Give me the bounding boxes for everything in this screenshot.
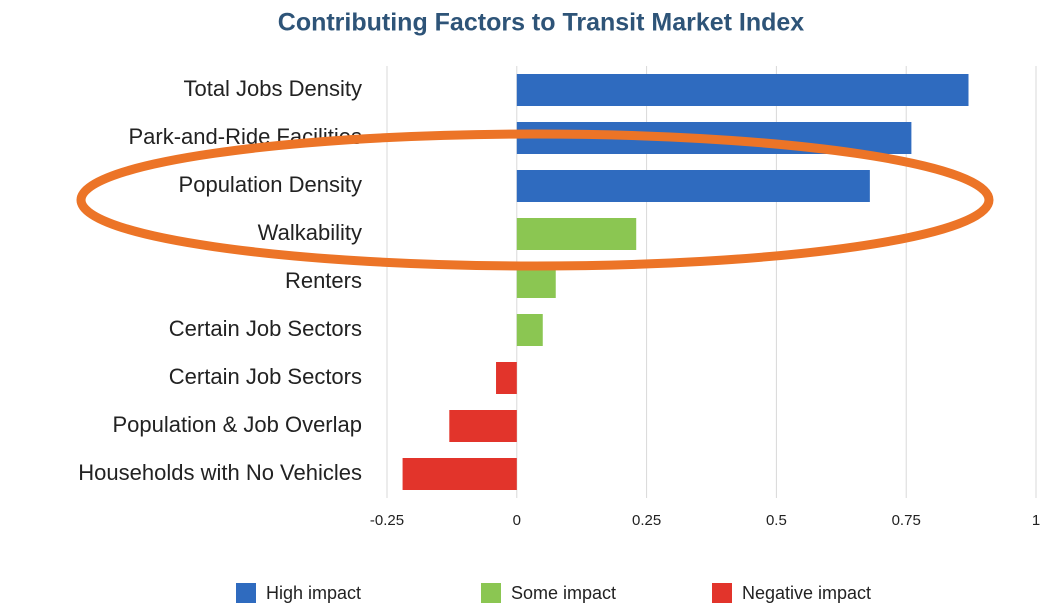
y-tick-label: Certain Job Sectors [169,316,362,341]
x-tick-label: -0.25 [370,512,404,529]
legend-swatch [481,583,501,603]
bar [516,74,969,106]
legend-label: Negative impact [742,583,871,603]
highlight-ellipse [76,129,994,271]
legend-label: High impact [266,583,361,603]
chart-title: Contributing Factors to Transit Market I… [278,9,805,37]
y-tick-label: Walkability [258,220,362,245]
y-tick-label: Renters [285,268,362,293]
bar [496,362,517,394]
x-tick-label: 0 [513,512,521,529]
y-tick-label: Total Jobs Density [183,76,362,101]
legend-swatch [712,583,732,603]
y-tick-label: Households with No Vehicles [78,460,362,485]
bar [516,266,556,298]
bar [516,314,543,346]
x-tick-label: 0.25 [632,512,661,529]
x-tick-label: 1 [1032,512,1040,529]
y-tick-label: Certain Job Sectors [169,364,362,389]
x-tick-label: 0.75 [892,512,921,529]
x-tick-label: 0.5 [766,512,787,529]
legend-swatch [236,583,256,603]
bar [402,458,517,490]
bar [516,170,870,202]
bar [516,218,637,250]
y-tick-label: Population & Job Overlap [113,412,363,437]
y-tick-label: Population Density [179,172,362,197]
bar [449,410,517,442]
legend-label: Some impact [511,583,616,603]
